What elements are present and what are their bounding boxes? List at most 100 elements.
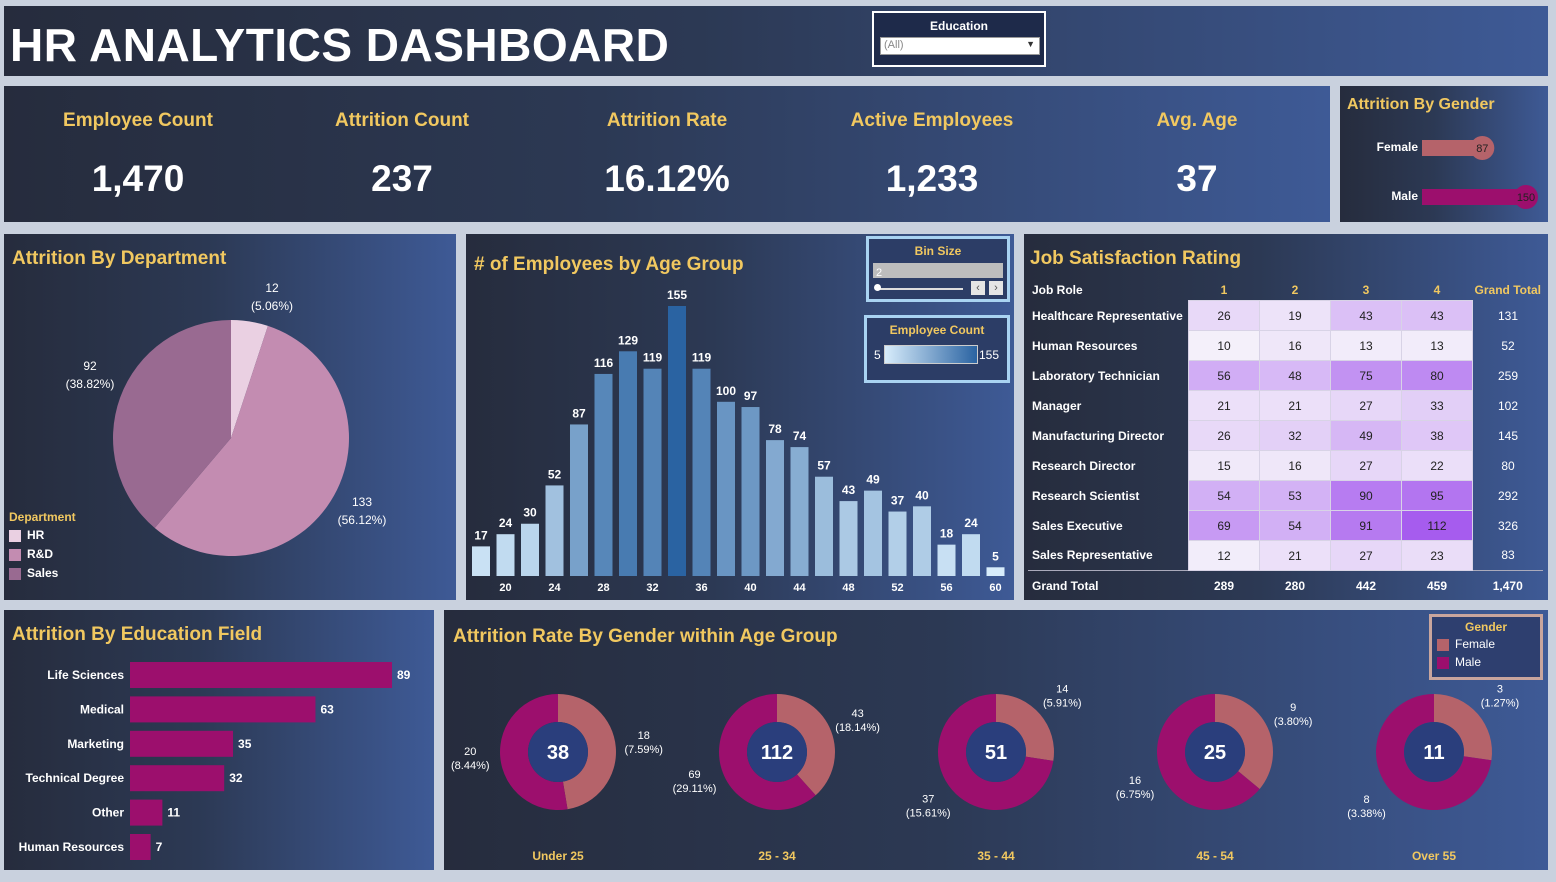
age-bar-value: 37 (891, 494, 905, 508)
job-satisfaction-title: Job Satisfaction Rating (1030, 248, 1241, 270)
edu-label: Marketing (67, 737, 124, 751)
age-bar (644, 369, 662, 576)
age-bar-value: 100 (716, 384, 736, 398)
rating-cell: 33 (1402, 391, 1473, 421)
education-dropdown[interactable]: (All) ▼ (880, 37, 1040, 55)
kpi-active-employees-label: Active Employees (832, 110, 1032, 132)
age-bar (766, 440, 784, 576)
table-header-row: Job Role 1 2 3 4 Grand Total (1028, 280, 1543, 301)
job-role-cell: Research Director (1028, 451, 1189, 481)
age-bar (742, 407, 760, 576)
bin-size-input[interactable]: 2 (873, 263, 1003, 278)
rating-cell: 43 (1402, 301, 1473, 331)
donut-male-value: 8 (1363, 794, 1369, 806)
row-total-cell: 52 (1473, 331, 1544, 361)
legend-swatch-male (1437, 657, 1449, 669)
donut-male-pct: (6.75%) (1116, 789, 1155, 801)
rating-cell: 32 (1260, 421, 1331, 451)
age-tick-label: 44 (793, 582, 806, 594)
legend-swatch-sales (9, 568, 21, 580)
job-role-cell: Sales Representative (1028, 541, 1189, 571)
education-filter-label: Education (874, 19, 1044, 33)
donut-female-value: 9 (1290, 702, 1296, 714)
donut-female-pct: (5.91%) (1043, 698, 1082, 710)
row-total-cell: 145 (1473, 421, 1544, 451)
job-role-cell: Sales Executive (1028, 511, 1189, 541)
table-row: Healthcare Representative 26 19 43 43 131 (1028, 301, 1543, 331)
bin-size-slider[interactable] (877, 288, 963, 290)
row-total-cell: 326 (1473, 511, 1544, 541)
donut-total: 11 (1423, 742, 1444, 764)
job-role-cell: Research Scientist (1028, 481, 1189, 511)
age-bar-value: 40 (915, 488, 929, 502)
age-bar-value: 43 (842, 483, 856, 497)
age-bar (521, 524, 539, 576)
legend-label-male: Male (1455, 655, 1481, 669)
legend-label-rd: R&D (27, 547, 53, 561)
table-row: Sales Executive 69 54 91 112 326 (1028, 511, 1543, 541)
age-bar-value: 119 (643, 351, 663, 365)
rating-cell: 38 (1402, 421, 1473, 451)
donut-male-pct: (8.44%) (451, 760, 490, 772)
pie-pct-label-hr: (5.06%) (251, 299, 293, 313)
donut-male-value: 37 (922, 794, 934, 806)
donut-male-value: 69 (688, 769, 700, 781)
donut-female-value: 14 (1056, 684, 1068, 696)
kpi-attrition-rate-value: 16.12% (567, 158, 767, 200)
age-bar-value: 24 (964, 516, 978, 530)
age-tick-label: 24 (548, 582, 561, 594)
age-tick-label: 20 (499, 582, 511, 594)
rating-cell: 16 (1260, 451, 1331, 481)
rating-cell: 27 (1331, 391, 1402, 421)
pie-value-label-rd: 133 (352, 495, 372, 509)
rating-cell: 69 (1189, 511, 1260, 541)
legend-item-male: Male (1437, 655, 1540, 669)
rating-cell: 22 (1402, 451, 1473, 481)
edu-value: 63 (320, 702, 334, 716)
gender-bar-male (1422, 189, 1526, 205)
donut-female-value: 43 (851, 708, 863, 720)
department-legend-title: Department (9, 510, 76, 524)
bin-size-slider-handle[interactable] (874, 284, 881, 291)
header-rating-1: 1 (1189, 280, 1260, 301)
rating-cell: 75 (1331, 361, 1402, 391)
age-bar (815, 477, 833, 576)
edu-label: Medical (80, 702, 124, 716)
rating-cell: 13 (1331, 331, 1402, 361)
legend-item-rd: R&D (9, 547, 76, 561)
age-bar-value: 119 (692, 351, 712, 365)
chevron-down-icon[interactable]: ▼ (1026, 39, 1035, 49)
donut-total: 38 (547, 742, 569, 764)
rating-cell: 53 (1260, 481, 1331, 511)
gender-value-male: 150 (1517, 192, 1535, 204)
donut-age-group-label: 45 - 54 (1196, 849, 1234, 863)
table-row: Research Director 15 16 27 22 80 (1028, 451, 1543, 481)
gender-label-female: Female (1377, 140, 1419, 154)
bin-size-decrease-button[interactable]: ‹ (971, 281, 985, 295)
table-row: Research Scientist 54 53 90 95 292 (1028, 481, 1543, 511)
legend-item-sales: Sales (9, 566, 76, 580)
edu-value: 11 (167, 806, 180, 820)
kpi-employee-count-value: 1,470 (38, 158, 238, 200)
age-bar-value: 24 (499, 516, 513, 530)
gender-label-male: Male (1391, 189, 1418, 203)
gender-legend: Gender Female Male (1429, 614, 1543, 680)
age-tick-label: 52 (891, 582, 903, 594)
grand-total-row: Grand Total 289 280 442 459 1,470 (1028, 571, 1543, 601)
age-tick-label: 28 (597, 582, 609, 594)
age-bar-value: 17 (474, 528, 488, 542)
age-bar (987, 567, 1005, 576)
age-bar (889, 512, 907, 576)
table-row: Human Resources 10 16 13 13 52 (1028, 331, 1543, 361)
gender-legend-title: Gender (1432, 620, 1540, 634)
rating-cell: 19 (1260, 301, 1331, 331)
pie-pct-label-rd: (56.12%) (338, 513, 387, 527)
donut-female-pct: (7.59%) (624, 744, 663, 756)
rating-cell: 10 (1189, 331, 1260, 361)
legend-item-female: Female (1437, 637, 1540, 651)
rating-cell: 26 (1189, 301, 1260, 331)
bin-size-increase-button[interactable]: › (989, 281, 1003, 295)
employee-count-legend-min: 5 (874, 348, 881, 362)
kpi-panel: Employee Count 1,470 Attrition Count 237… (4, 86, 1330, 222)
age-tick-label: 36 (695, 582, 707, 594)
